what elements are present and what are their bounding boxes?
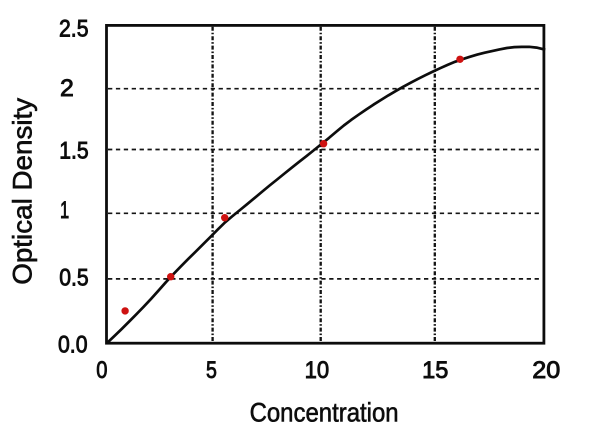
svg-text:1: 1 — [60, 197, 69, 224]
svg-text:1.5: 1.5 — [59, 138, 88, 165]
svg-text:2: 2 — [60, 75, 74, 102]
svg-text:2.5: 2.5 — [59, 16, 89, 43]
svg-text:0.5: 0.5 — [59, 265, 88, 292]
svg-text:10: 10 — [305, 357, 330, 384]
svg-text:20: 20 — [532, 357, 560, 384]
svg-text:0: 0 — [96, 357, 107, 384]
svg-text:5: 5 — [206, 357, 217, 384]
svg-text:15: 15 — [422, 357, 448, 384]
svg-text:0.0: 0.0 — [58, 332, 88, 359]
svg-text:Optical Density: Optical Density — [8, 97, 38, 285]
svg-text:Concentration: Concentration — [250, 398, 399, 428]
